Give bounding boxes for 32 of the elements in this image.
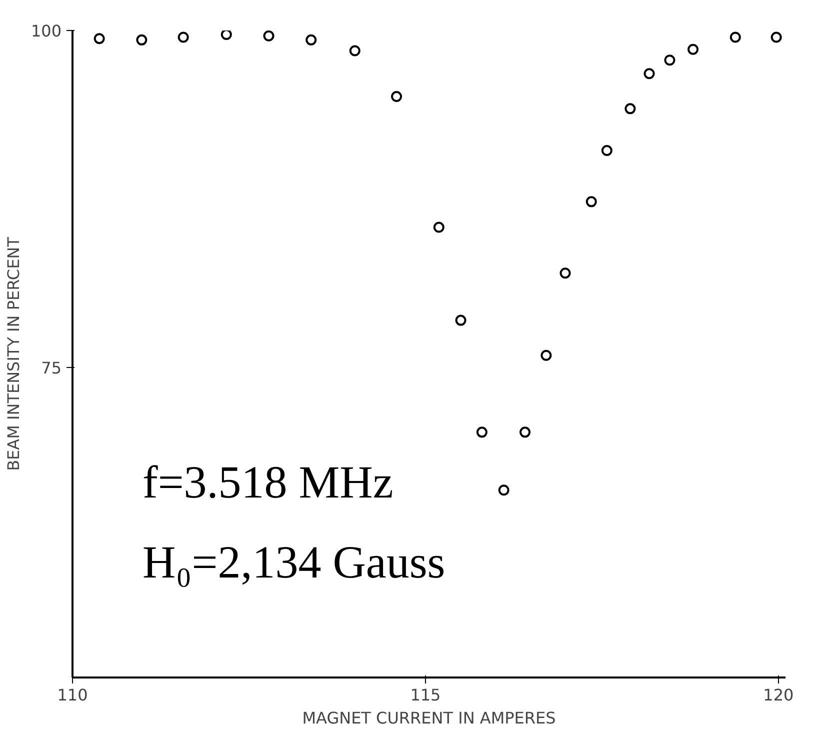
point — [644, 68, 655, 80]
y-axis-title: BEAM INTENSITY IN PERCENT — [4, 236, 23, 471]
point — [391, 91, 402, 102]
point — [730, 32, 741, 43]
point — [306, 34, 317, 46]
point — [498, 484, 510, 496]
annotation: H₀=2,134 Gauss — [142, 536, 446, 588]
point — [136, 34, 148, 46]
point — [178, 32, 189, 43]
point — [520, 426, 531, 438]
point — [433, 222, 444, 233]
x-axis-title: MAGNET CURRENT IN AMPERES — [302, 708, 556, 728]
y-tick-label: 100 — [30, 22, 62, 40]
point — [624, 103, 636, 114]
x-tick-label: 120 — [763, 686, 794, 704]
point — [560, 268, 571, 279]
x-tick-label: 115 — [410, 686, 441, 704]
point — [455, 314, 466, 326]
point — [220, 30, 232, 40]
annotation: f=3.518 MHz — [142, 456, 394, 508]
point — [540, 350, 552, 361]
point — [94, 33, 105, 44]
point — [664, 54, 676, 66]
point — [770, 32, 782, 43]
y-tick-label: 75 — [41, 358, 62, 378]
point — [688, 44, 699, 55]
point — [601, 144, 612, 156]
point — [586, 196, 597, 208]
point — [263, 30, 274, 42]
point — [476, 426, 488, 438]
x-tick-label: 110 — [57, 686, 88, 704]
point — [349, 45, 360, 56]
